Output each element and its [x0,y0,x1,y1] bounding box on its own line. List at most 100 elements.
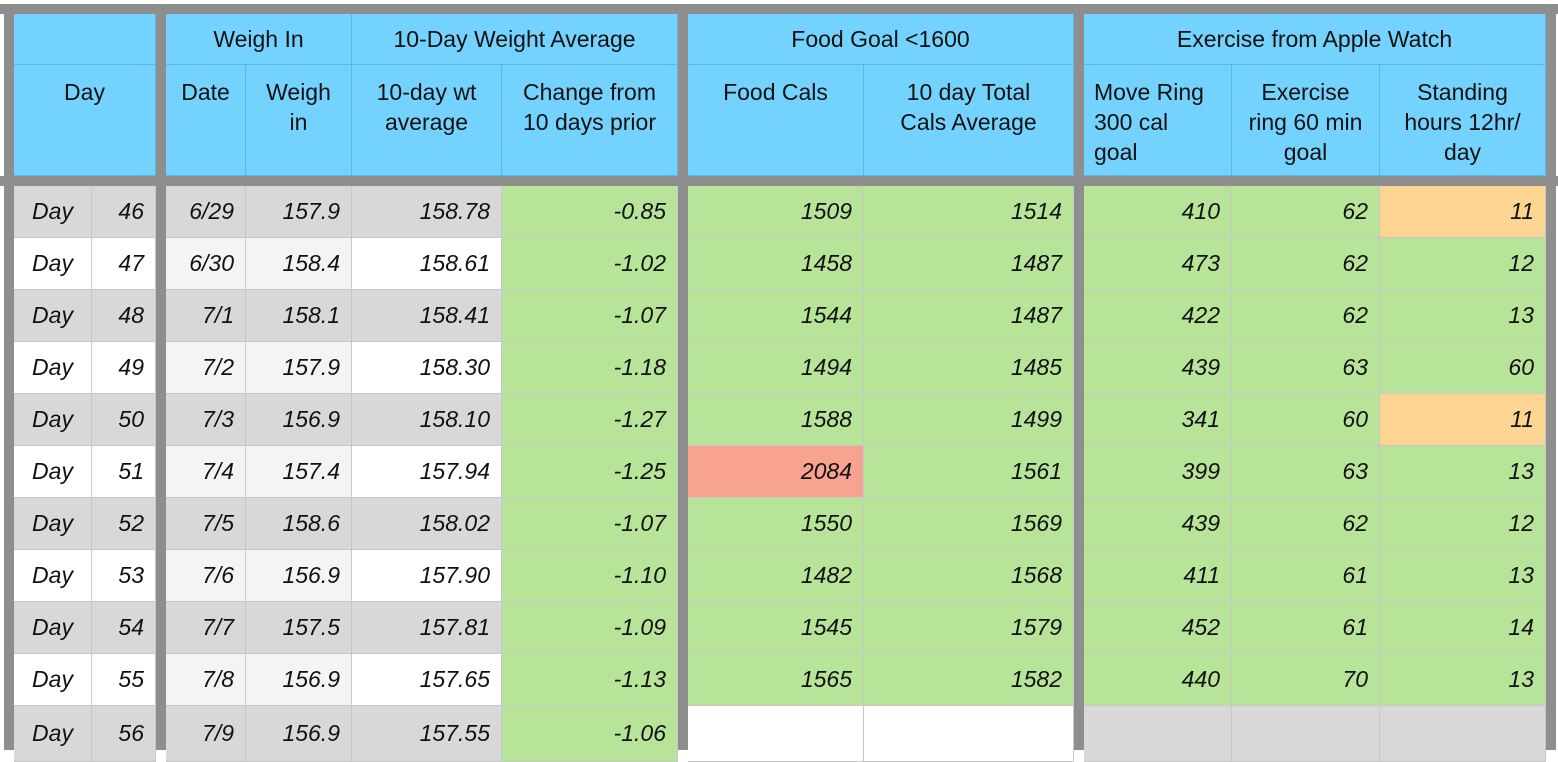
header-standing[interactable]: Standing hours 12hr/ day [1380,65,1546,176]
food-cals-cell[interactable]: 1509 [688,186,864,238]
avg-cell[interactable]: 157.65 [352,654,502,706]
avg-cell[interactable]: 158.41 [352,290,502,342]
exercise-ring-cell[interactable]: 62 [1232,498,1380,550]
exercise-ring-cell[interactable]: 61 [1232,602,1380,654]
exercise-ring-cell[interactable]: 63 [1232,342,1380,394]
date-cell[interactable]: 7/7 [166,602,246,654]
standing-hours-cell[interactable]: 13 [1380,550,1546,602]
exercise-ring-cell[interactable]: 70 [1232,654,1380,706]
total-cals-cell[interactable]: 1514 [864,186,1074,238]
standing-hours-cell[interactable]: 11 [1380,394,1546,446]
header-group-weigh-in[interactable]: Weigh In [166,14,352,65]
avg-cell[interactable]: 157.55 [352,706,502,762]
day-number-cell[interactable]: 50 [92,394,156,446]
header-weigh-in[interactable]: Weigh in [246,65,352,176]
total-cals-cell[interactable] [864,706,1074,762]
day-label-cell[interactable]: Day [14,550,92,602]
day-number-cell[interactable]: 54 [92,602,156,654]
header-move-ring[interactable]: Move Ring 300 cal goal [1084,65,1232,176]
total-cals-cell[interactable]: 1499 [864,394,1074,446]
change-cell[interactable]: -1.25 [502,446,678,498]
avg-cell[interactable]: 158.02 [352,498,502,550]
day-label-cell[interactable]: Day [14,394,92,446]
weigh-in-cell[interactable]: 156.9 [246,550,352,602]
exercise-ring-cell[interactable] [1232,706,1380,762]
day-label-cell[interactable]: Day [14,238,92,290]
header-group-food-goal[interactable]: Food Goal <1600 [688,14,1074,65]
date-cell[interactable]: 7/9 [166,706,246,762]
move-ring-cell[interactable]: 440 [1084,654,1232,706]
day-number-cell[interactable]: 53 [92,550,156,602]
standing-hours-cell[interactable]: 14 [1380,602,1546,654]
total-cals-cell[interactable]: 1568 [864,550,1074,602]
total-cals-cell[interactable]: 1487 [864,238,1074,290]
date-cell[interactable]: 6/30 [166,238,246,290]
header-day[interactable]: Day [14,65,156,176]
move-ring-cell[interactable] [1084,706,1232,762]
change-cell[interactable]: -1.18 [502,342,678,394]
avg-cell[interactable]: 158.78 [352,186,502,238]
avg-cell[interactable]: 157.81 [352,602,502,654]
date-cell[interactable]: 7/3 [166,394,246,446]
food-cals-cell[interactable]: 1544 [688,290,864,342]
change-cell[interactable]: -1.09 [502,602,678,654]
day-label-cell[interactable]: Day [14,342,92,394]
standing-hours-cell[interactable]: 12 [1380,238,1546,290]
food-cals-cell[interactable]: 1494 [688,342,864,394]
food-cals-cell[interactable]: 1458 [688,238,864,290]
day-label-cell[interactable]: Day [14,654,92,706]
move-ring-cell[interactable]: 410 [1084,186,1232,238]
date-cell[interactable]: 7/1 [166,290,246,342]
change-cell[interactable]: -1.07 [502,498,678,550]
weigh-in-cell[interactable]: 158.4 [246,238,352,290]
avg-cell[interactable]: 158.30 [352,342,502,394]
exercise-ring-cell[interactable]: 61 [1232,550,1380,602]
food-cals-cell[interactable]: 1565 [688,654,864,706]
header-total-cals[interactable]: 10 day Total Cals Average [864,65,1074,176]
date-cell[interactable]: 7/8 [166,654,246,706]
food-cals-cell[interactable]: 1545 [688,602,864,654]
weigh-in-cell[interactable]: 157.9 [246,342,352,394]
day-label-cell[interactable]: Day [14,498,92,550]
avg-cell[interactable]: 158.10 [352,394,502,446]
day-label-cell[interactable]: Day [14,706,92,762]
move-ring-cell[interactable]: 452 [1084,602,1232,654]
day-label-cell[interactable]: Day [14,602,92,654]
food-cals-cell[interactable]: 1482 [688,550,864,602]
date-cell[interactable]: 7/2 [166,342,246,394]
exercise-ring-cell[interactable]: 62 [1232,290,1380,342]
move-ring-cell[interactable]: 439 [1084,342,1232,394]
total-cals-cell[interactable]: 1485 [864,342,1074,394]
standing-hours-cell[interactable]: 12 [1380,498,1546,550]
food-cals-cell[interactable]: 1588 [688,394,864,446]
avg-cell[interactable]: 157.94 [352,446,502,498]
header-exercise-ring[interactable]: Exercise ring 60 min goal [1232,65,1380,176]
avg-cell[interactable]: 157.90 [352,550,502,602]
food-cals-cell[interactable]: 1550 [688,498,864,550]
weigh-in-cell[interactable]: 156.9 [246,394,352,446]
date-cell[interactable]: 7/4 [166,446,246,498]
move-ring-cell[interactable]: 439 [1084,498,1232,550]
change-cell[interactable]: -1.27 [502,394,678,446]
day-number-cell[interactable]: 51 [92,446,156,498]
food-cals-cell[interactable] [688,706,864,762]
move-ring-cell[interactable]: 473 [1084,238,1232,290]
total-cals-cell[interactable]: 1582 [864,654,1074,706]
change-cell[interactable]: -0.85 [502,186,678,238]
move-ring-cell[interactable]: 411 [1084,550,1232,602]
avg-cell[interactable]: 158.61 [352,238,502,290]
change-cell[interactable]: -1.13 [502,654,678,706]
day-number-cell[interactable]: 46 [92,186,156,238]
day-number-cell[interactable]: 55 [92,654,156,706]
exercise-ring-cell[interactable]: 62 [1232,186,1380,238]
header-date[interactable]: Date [166,65,246,176]
change-cell[interactable]: -1.10 [502,550,678,602]
weigh-in-cell[interactable]: 157.4 [246,446,352,498]
total-cals-cell[interactable]: 1561 [864,446,1074,498]
day-number-cell[interactable]: 47 [92,238,156,290]
day-number-cell[interactable]: 52 [92,498,156,550]
weigh-in-cell[interactable]: 158.6 [246,498,352,550]
move-ring-cell[interactable]: 399 [1084,446,1232,498]
standing-hours-cell[interactable]: 60 [1380,342,1546,394]
exercise-ring-cell[interactable]: 60 [1232,394,1380,446]
